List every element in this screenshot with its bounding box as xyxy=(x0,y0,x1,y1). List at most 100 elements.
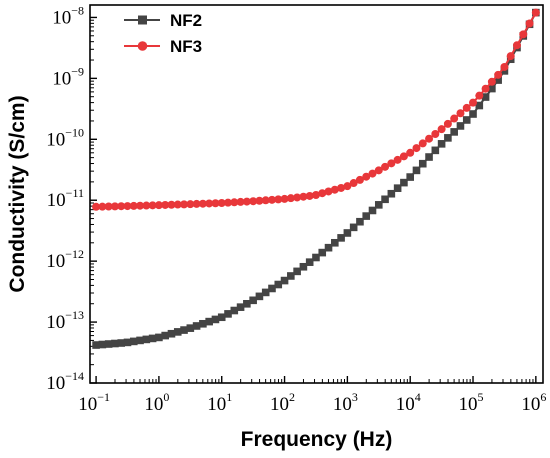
series-nf3 xyxy=(92,8,540,211)
data-point xyxy=(324,243,333,252)
data-point xyxy=(249,197,258,206)
data-point xyxy=(286,194,295,203)
data-point xyxy=(104,340,113,348)
data-point xyxy=(255,196,264,205)
data-point xyxy=(230,198,239,207)
data-point xyxy=(456,122,465,130)
data-point xyxy=(393,184,402,192)
data-point xyxy=(512,41,521,50)
data-point xyxy=(110,202,119,211)
x-tick-label: 10−1 xyxy=(78,390,110,415)
data-point xyxy=(387,189,396,198)
data-point xyxy=(293,193,302,202)
data-point xyxy=(387,159,396,168)
y-tick-label: 10−8 xyxy=(52,3,84,28)
data-point xyxy=(311,190,320,199)
data-point xyxy=(167,329,176,338)
x-tick-label: 106 xyxy=(521,390,546,415)
plot-frame xyxy=(89,4,544,384)
y-tick-label: 10−11 xyxy=(47,186,84,211)
data-point xyxy=(531,8,540,17)
data-point xyxy=(261,196,270,205)
data-point xyxy=(355,175,364,184)
data-point xyxy=(425,134,434,143)
series-line xyxy=(96,12,537,346)
data-point xyxy=(349,179,358,188)
x-tick-label: 100 xyxy=(144,390,169,415)
data-point xyxy=(261,288,270,297)
data-point xyxy=(500,62,509,71)
data-point xyxy=(129,337,138,346)
data-point xyxy=(186,200,195,209)
data-point xyxy=(205,199,214,208)
data-point xyxy=(136,201,145,210)
x-tick-label: 103 xyxy=(333,390,358,415)
data-point xyxy=(104,202,113,211)
data-point xyxy=(331,238,339,247)
data-point xyxy=(192,199,201,208)
data-point xyxy=(437,125,446,134)
data-point xyxy=(381,162,390,171)
data-point xyxy=(243,300,251,308)
data-point xyxy=(173,200,182,209)
y-axis-title: Conductivity (S/cm) xyxy=(6,95,29,292)
data-point xyxy=(161,200,170,209)
data-point xyxy=(488,84,496,93)
series-nf2 xyxy=(92,8,540,349)
data-point xyxy=(217,199,226,208)
y-tick-label: 10−10 xyxy=(46,125,84,150)
data-point xyxy=(92,202,101,211)
data-point xyxy=(230,306,239,315)
data-point xyxy=(330,185,339,194)
data-point xyxy=(117,339,126,347)
data-point xyxy=(456,109,465,118)
y-tick-label: 10−12 xyxy=(46,247,84,272)
data-point xyxy=(400,178,408,187)
data-point xyxy=(418,139,427,148)
data-point xyxy=(92,341,100,349)
data-point xyxy=(198,199,207,208)
data-point xyxy=(129,201,138,210)
data-point xyxy=(318,189,327,198)
data-point xyxy=(487,77,496,86)
data-point xyxy=(287,272,295,280)
data-point xyxy=(180,326,188,334)
data-point xyxy=(444,134,452,142)
data-point xyxy=(236,303,245,311)
data-point xyxy=(161,331,169,340)
data-point xyxy=(98,202,107,211)
data-point xyxy=(462,103,471,112)
data-point xyxy=(211,199,220,208)
data-point xyxy=(381,195,389,204)
legend-marker xyxy=(138,15,147,25)
data-point xyxy=(443,119,452,128)
x-tick-label: 101 xyxy=(207,390,232,415)
data-point xyxy=(481,84,490,93)
data-point xyxy=(267,195,276,204)
data-point xyxy=(406,148,415,157)
data-point xyxy=(494,76,502,84)
data-point xyxy=(249,296,257,305)
data-point xyxy=(148,201,157,210)
data-point xyxy=(362,212,371,220)
data-point xyxy=(224,310,232,318)
data-point xyxy=(506,52,515,61)
x-tick-label: 102 xyxy=(270,390,295,415)
data-point xyxy=(123,338,132,347)
data-point xyxy=(412,144,421,153)
data-point xyxy=(293,267,301,276)
data-point xyxy=(368,206,377,215)
data-point xyxy=(431,130,440,139)
data-point xyxy=(274,280,283,289)
data-point xyxy=(349,223,358,232)
x-tick-label: 105 xyxy=(459,390,484,415)
data-point xyxy=(123,202,132,211)
data-point xyxy=(362,172,371,181)
y-tick-label: 10−13 xyxy=(46,308,84,333)
x-tick-label: 104 xyxy=(396,390,421,415)
data-point xyxy=(475,101,484,110)
data-point xyxy=(98,340,107,349)
axes xyxy=(89,4,544,384)
data-point xyxy=(154,201,163,210)
